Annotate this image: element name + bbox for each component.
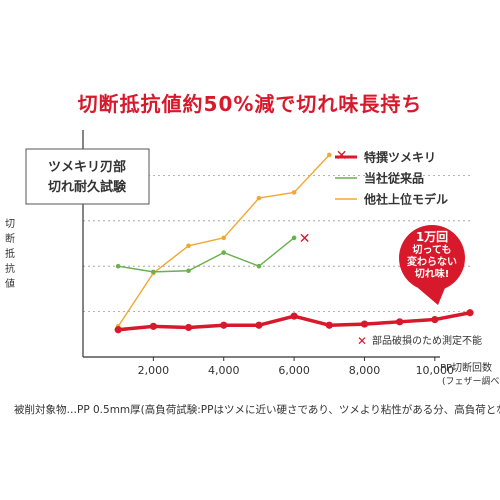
chart-title-line: ツメキリ刃部 bbox=[48, 159, 126, 175]
x-tick-label: 4,000 bbox=[208, 364, 240, 377]
callout-pointer bbox=[418, 288, 445, 305]
data-point bbox=[290, 312, 298, 320]
series-line bbox=[118, 237, 295, 273]
data-point bbox=[291, 235, 297, 241]
data-point bbox=[186, 268, 191, 274]
data-point bbox=[466, 309, 474, 317]
legend-label: 当社従来品 bbox=[364, 171, 424, 186]
y-axis-label-char: 抗 bbox=[5, 262, 15, 275]
data-point bbox=[326, 152, 332, 158]
callout-line: 切れ味! bbox=[415, 267, 450, 280]
data-point bbox=[396, 318, 404, 326]
callout-line: 切っても bbox=[413, 244, 452, 256]
annotation: ✕ 部品破損のため測定不能 bbox=[357, 334, 482, 348]
callout-line: 変わらない bbox=[407, 255, 457, 268]
x-tick-label: 2,000 bbox=[138, 364, 170, 377]
chart-title-line: 切れ耐久試験 bbox=[48, 179, 127, 195]
data-point bbox=[325, 321, 333, 329]
callout: 1万回切っても変わらない切れ味! bbox=[399, 225, 465, 305]
endurance-line-chart: 2,000 4,000 6,000 8,000 10,000 切断抵抗値 ツメキリ刃部切… bbox=[5, 130, 500, 387]
chart-title: ツメキリ刃部切れ耐久試験 bbox=[48, 159, 127, 195]
data-point bbox=[431, 315, 439, 324]
x-axis-label: PP切断回数 bbox=[440, 361, 492, 374]
data-point bbox=[221, 250, 227, 255]
series-line bbox=[117, 154, 330, 327]
data-point bbox=[256, 195, 262, 201]
x-ticks: 2,000 4,000 6,000 8,000 10,000 bbox=[138, 357, 454, 377]
data-point bbox=[255, 321, 263, 329]
break-x-marker: ✕ bbox=[299, 231, 311, 247]
footnote: 被削対象物…PP 0.5mm厚(高負荷試験:PPはツメに近い硬さであり、ツメより… bbox=[14, 404, 500, 416]
y-axis-label-char: 抵 bbox=[5, 247, 15, 260]
y-axis-label-char: 断 bbox=[5, 232, 15, 245]
chart-title-box: ツメキリ刃部切れ耐久試験 bbox=[25, 148, 150, 205]
callout-bubble bbox=[399, 225, 465, 291]
data-point bbox=[184, 323, 193, 332]
y-axis-label-char: 値 bbox=[5, 277, 15, 290]
chart-title-frame bbox=[25, 148, 150, 205]
page-headline: 切断抵抗値約50%減で切れ味長持ち bbox=[77, 92, 423, 116]
data-point bbox=[186, 243, 191, 249]
callout-text: 1万回切っても変わらない切れ味! bbox=[407, 230, 457, 280]
data-point bbox=[220, 321, 228, 329]
legend-label: 特撰ツメキリ bbox=[364, 150, 436, 165]
x-axis-label-note: (フェザー調べ) bbox=[442, 375, 500, 387]
y-axis-label-char: 切 bbox=[5, 218, 15, 230]
data-point bbox=[151, 269, 156, 275]
data-point bbox=[256, 263, 262, 269]
data-point bbox=[114, 326, 122, 334]
break-markers: ✕✕ bbox=[299, 148, 348, 247]
data-point bbox=[360, 320, 369, 328]
y-axis-label: 切断抵抗値 bbox=[5, 218, 15, 290]
series-layer bbox=[114, 152, 474, 334]
x-tick-label: 6,000 bbox=[278, 364, 310, 377]
annotation-x-icon: ✕ bbox=[357, 334, 367, 348]
legend-label: 他社上位モデル bbox=[363, 192, 448, 207]
data-point bbox=[291, 190, 297, 195]
data-point bbox=[115, 263, 121, 269]
data-point bbox=[149, 322, 157, 330]
callout-line: 1万回 bbox=[416, 230, 448, 244]
annotation-text: 部品破損のため測定不能 bbox=[372, 334, 482, 347]
x-tick-label: 8,000 bbox=[349, 364, 381, 377]
data-point bbox=[221, 235, 227, 241]
x-tick-label: 10,000 bbox=[416, 364, 455, 377]
